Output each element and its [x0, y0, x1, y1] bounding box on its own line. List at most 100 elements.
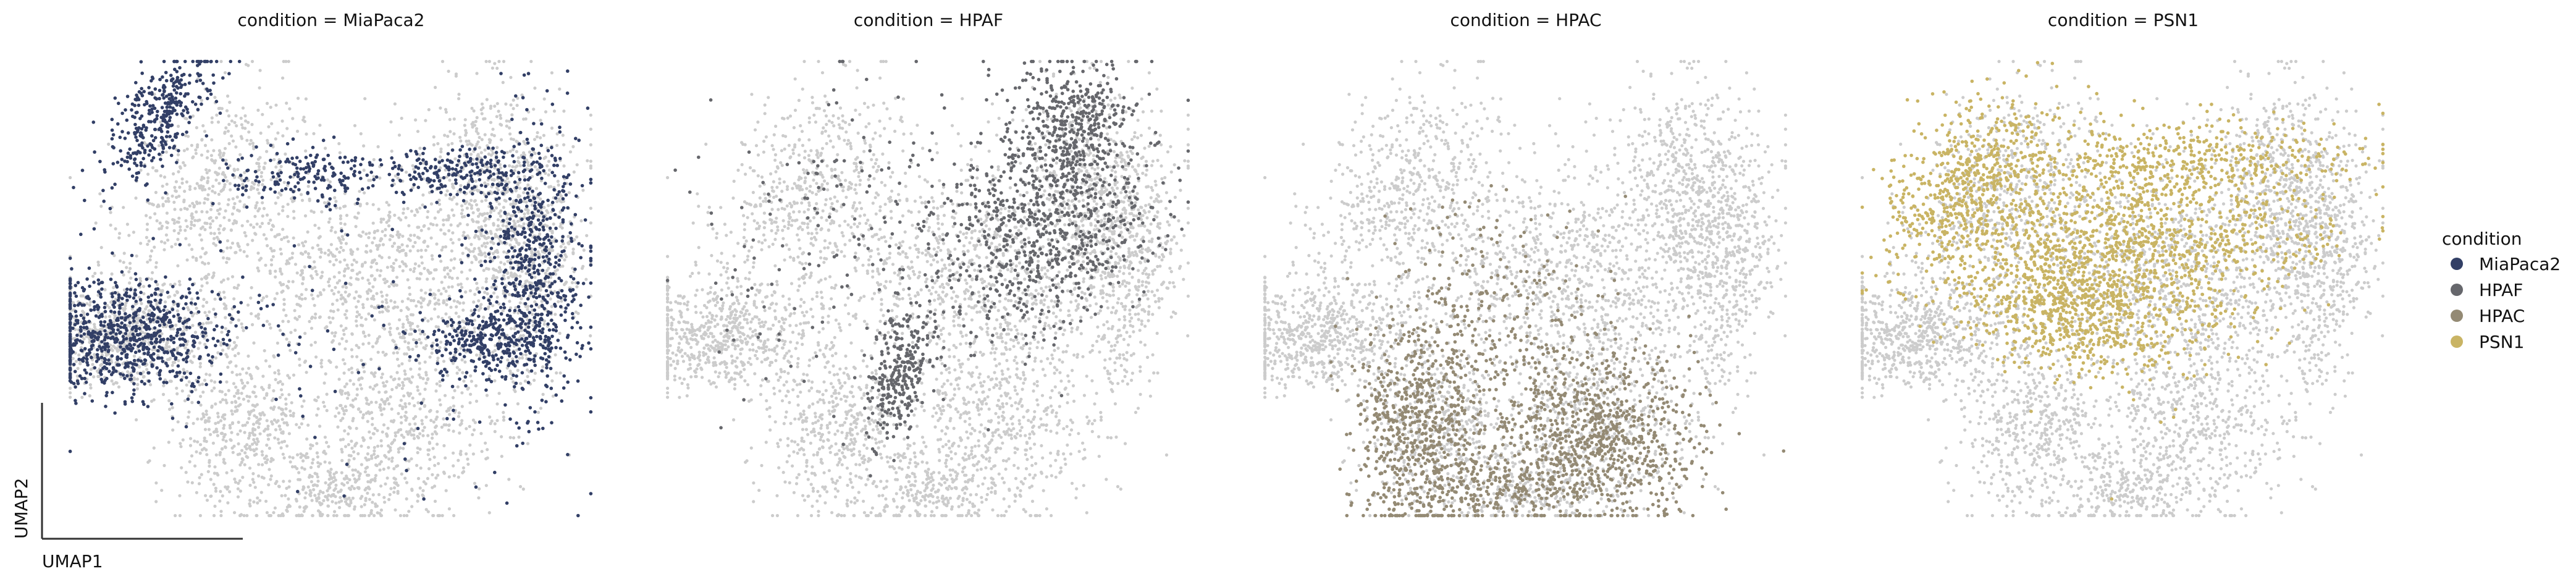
background-point [183, 206, 187, 210]
background-point [529, 59, 533, 64]
background-point [185, 225, 189, 229]
background-point [266, 244, 269, 248]
highlight-point-miapaca2 [141, 315, 145, 319]
background-point [433, 293, 437, 297]
background-point [114, 381, 118, 385]
background-point [136, 371, 140, 375]
background-point [478, 135, 481, 140]
background-point [229, 439, 233, 442]
background-point [293, 328, 297, 332]
highlight-point-miapaca2 [130, 327, 134, 331]
background-point [329, 468, 333, 471]
highlight-point-miapaca2 [88, 284, 91, 289]
background-point [332, 513, 336, 518]
background-point [371, 221, 375, 225]
background-point [451, 361, 455, 365]
background-point [437, 302, 441, 306]
background-point [457, 97, 461, 101]
background-point [235, 373, 239, 377]
background-point [133, 377, 137, 381]
background-point [418, 376, 423, 379]
background-point [371, 241, 374, 245]
highlight-point-miapaca2 [135, 138, 139, 143]
background-point [256, 183, 261, 187]
background-point [154, 481, 158, 485]
background-point [275, 479, 279, 484]
background-point [281, 452, 285, 456]
background-point [166, 358, 169, 361]
background-point [334, 331, 337, 335]
background-point [542, 97, 546, 101]
background-point [475, 353, 479, 357]
background-point [318, 291, 322, 295]
background-point [291, 280, 295, 284]
background-point [69, 395, 72, 399]
background-point [80, 395, 84, 399]
background-point [361, 263, 364, 268]
highlight-point-miapaca2 [84, 381, 88, 384]
background-point [489, 104, 493, 108]
highlight-point-miapaca2 [170, 78, 174, 82]
highlight-point-miapaca2 [135, 171, 139, 175]
background-point [361, 513, 364, 518]
highlight-point-miapaca2 [96, 278, 101, 282]
background-point [522, 140, 526, 143]
background-point [440, 425, 444, 429]
background-point [109, 223, 112, 227]
background-point [439, 403, 442, 407]
background-point [273, 297, 277, 301]
background-point [311, 297, 315, 301]
background-point [252, 147, 256, 151]
background-point [337, 271, 341, 274]
highlight-point-miapaca2 [169, 101, 173, 105]
highlight-point-miapaca2 [128, 154, 133, 158]
background-point [388, 210, 392, 214]
highlight-point-miapaca2 [214, 344, 217, 348]
background-point [407, 347, 411, 352]
background-point [448, 413, 452, 416]
background-point [315, 451, 319, 455]
background-point [160, 332, 164, 336]
background-point [196, 440, 200, 444]
background-point [245, 513, 249, 518]
background-point [185, 180, 188, 184]
background-point [474, 256, 478, 260]
background-point [355, 290, 358, 294]
background-point [209, 222, 213, 226]
background-point [118, 232, 122, 235]
background-point [350, 446, 354, 450]
background-point [213, 465, 217, 469]
background-point [74, 360, 78, 363]
background-point [272, 389, 276, 393]
background-point [316, 243, 320, 247]
background-point [151, 348, 154, 352]
background-point [347, 294, 350, 298]
background-point [203, 188, 207, 192]
background-point [194, 148, 198, 152]
background-point [200, 277, 204, 281]
background-point [339, 419, 343, 423]
background-point [251, 472, 255, 476]
background-point [280, 290, 284, 294]
background-point [216, 434, 219, 437]
background-point [401, 269, 405, 272]
background-point [237, 284, 240, 287]
background-point [473, 326, 476, 330]
highlight-point-miapaca2 [175, 112, 179, 116]
background-point [444, 456, 447, 460]
background-point [249, 188, 253, 192]
background-point [294, 497, 298, 501]
background-point [216, 473, 220, 477]
background-point [404, 216, 408, 219]
background-point [408, 358, 411, 363]
background-point [322, 201, 327, 205]
background-point [255, 447, 258, 451]
background-point [497, 266, 502, 269]
background-point [589, 143, 593, 146]
background-point [495, 228, 499, 232]
background-point [460, 391, 464, 395]
background-point [395, 276, 399, 279]
background-point [452, 464, 455, 468]
background-point [217, 212, 221, 216]
background-point [284, 59, 288, 64]
